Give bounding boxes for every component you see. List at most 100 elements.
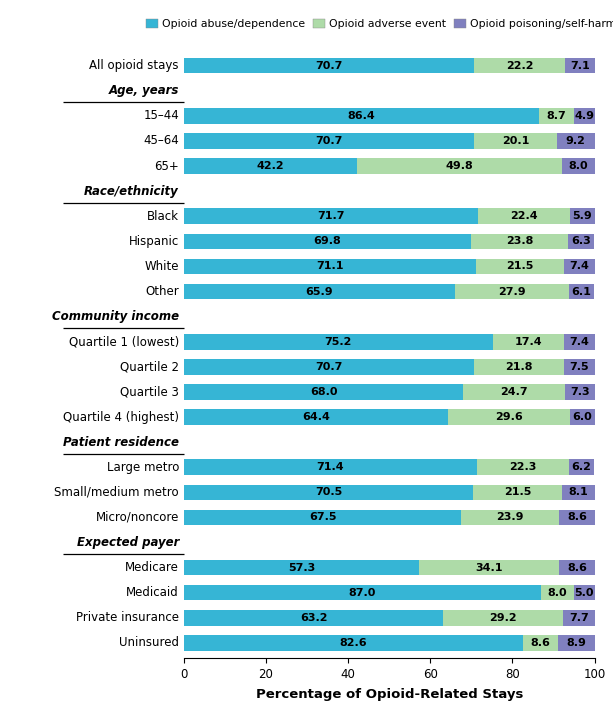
Text: 49.8: 49.8 <box>446 161 473 171</box>
Text: 82.6: 82.6 <box>340 638 367 648</box>
Text: 7.7: 7.7 <box>569 613 589 623</box>
Bar <box>539 108 574 124</box>
Text: 8.6: 8.6 <box>567 513 587 523</box>
Bar <box>564 259 595 274</box>
Bar <box>461 510 559 525</box>
Text: 6.0: 6.0 <box>573 412 592 422</box>
Text: 15–44: 15–44 <box>143 109 179 122</box>
Text: Medicare: Medicare <box>125 561 179 574</box>
Bar <box>477 459 569 475</box>
Text: 29.2: 29.2 <box>490 613 517 623</box>
Text: All opioid stays: All opioid stays <box>89 59 179 72</box>
Bar <box>478 208 570 224</box>
Text: 23.8: 23.8 <box>506 236 533 247</box>
Text: 71.4: 71.4 <box>317 462 345 472</box>
Bar <box>184 635 523 651</box>
Bar <box>184 158 357 174</box>
Text: Private insurance: Private insurance <box>76 611 179 624</box>
Bar <box>562 158 595 174</box>
Text: Quartile 4 (highest): Quartile 4 (highest) <box>63 411 179 424</box>
Bar <box>474 58 565 74</box>
Text: 22.2: 22.2 <box>506 61 533 71</box>
Bar <box>476 259 564 274</box>
Bar <box>569 459 594 475</box>
Text: 4.9: 4.9 <box>574 111 595 121</box>
Bar <box>559 560 595 576</box>
Text: 65.9: 65.9 <box>305 286 333 296</box>
Text: Quartile 2: Quartile 2 <box>120 360 179 373</box>
Bar <box>471 234 568 249</box>
Text: 8.1: 8.1 <box>568 487 588 497</box>
Bar <box>568 234 594 249</box>
Bar <box>493 334 564 349</box>
Bar <box>443 610 563 625</box>
Text: Quartile 1 (lowest): Quartile 1 (lowest) <box>69 335 179 348</box>
Text: 27.9: 27.9 <box>498 286 526 296</box>
Bar <box>569 283 594 299</box>
Bar <box>184 259 476 274</box>
Bar <box>184 234 471 249</box>
Text: White: White <box>145 260 179 273</box>
Bar <box>570 409 595 425</box>
Text: 9.2: 9.2 <box>566 136 585 146</box>
Text: 5.0: 5.0 <box>574 588 594 598</box>
Bar <box>563 610 595 625</box>
Text: 8.6: 8.6 <box>567 562 587 573</box>
Bar <box>184 208 478 224</box>
Text: Large metro: Large metro <box>107 461 179 474</box>
Text: 7.4: 7.4 <box>569 337 589 347</box>
Text: Age, years: Age, years <box>109 85 179 98</box>
Text: Expected payer: Expected payer <box>77 536 179 549</box>
Bar <box>184 409 448 425</box>
Text: 7.4: 7.4 <box>569 262 589 271</box>
Text: 87.0: 87.0 <box>349 588 376 598</box>
Text: 63.2: 63.2 <box>300 613 327 623</box>
Text: 71.7: 71.7 <box>318 211 345 221</box>
Text: Hispanic: Hispanic <box>129 235 179 248</box>
Text: 71.1: 71.1 <box>316 262 344 271</box>
Text: 21.5: 21.5 <box>504 487 531 497</box>
Text: 75.2: 75.2 <box>325 337 352 347</box>
Text: 6.1: 6.1 <box>572 286 592 296</box>
Text: 57.3: 57.3 <box>288 562 315 573</box>
Bar <box>357 158 562 174</box>
Text: Other: Other <box>145 285 179 298</box>
Text: 7.5: 7.5 <box>569 362 589 372</box>
Bar <box>474 133 557 149</box>
Bar <box>184 585 541 601</box>
Text: Micro/noncore: Micro/noncore <box>96 511 179 524</box>
Text: 8.0: 8.0 <box>548 588 568 598</box>
Text: Small/medium metro: Small/medium metro <box>55 486 179 499</box>
Bar <box>474 359 564 375</box>
Text: 34.1: 34.1 <box>476 562 503 573</box>
Bar <box>565 384 595 400</box>
Bar <box>184 108 539 124</box>
Text: 86.4: 86.4 <box>348 111 375 121</box>
Bar <box>564 359 595 375</box>
Bar <box>184 610 443 625</box>
Bar <box>448 409 570 425</box>
Bar <box>557 133 595 149</box>
Bar <box>184 334 493 349</box>
Text: 24.7: 24.7 <box>500 387 528 397</box>
Text: 64.4: 64.4 <box>302 412 330 422</box>
Bar <box>184 359 474 375</box>
Text: 8.9: 8.9 <box>567 638 587 648</box>
Text: 45–64: 45–64 <box>143 134 179 147</box>
Text: 70.7: 70.7 <box>316 362 343 372</box>
Text: Uninsured: Uninsured <box>119 636 179 649</box>
Text: 70.7: 70.7 <box>316 61 343 71</box>
Text: 29.6: 29.6 <box>495 412 523 422</box>
Bar <box>184 133 474 149</box>
Text: 22.4: 22.4 <box>511 211 538 221</box>
Text: 8.7: 8.7 <box>547 111 566 121</box>
Text: 6.3: 6.3 <box>571 236 591 247</box>
Bar <box>184 510 461 525</box>
Text: Black: Black <box>147 210 179 223</box>
Text: 70.7: 70.7 <box>316 136 343 146</box>
Text: 7.3: 7.3 <box>570 387 590 397</box>
Bar <box>574 108 595 124</box>
Text: 20.1: 20.1 <box>502 136 529 146</box>
Bar <box>558 635 595 651</box>
Text: 5.9: 5.9 <box>573 211 592 221</box>
